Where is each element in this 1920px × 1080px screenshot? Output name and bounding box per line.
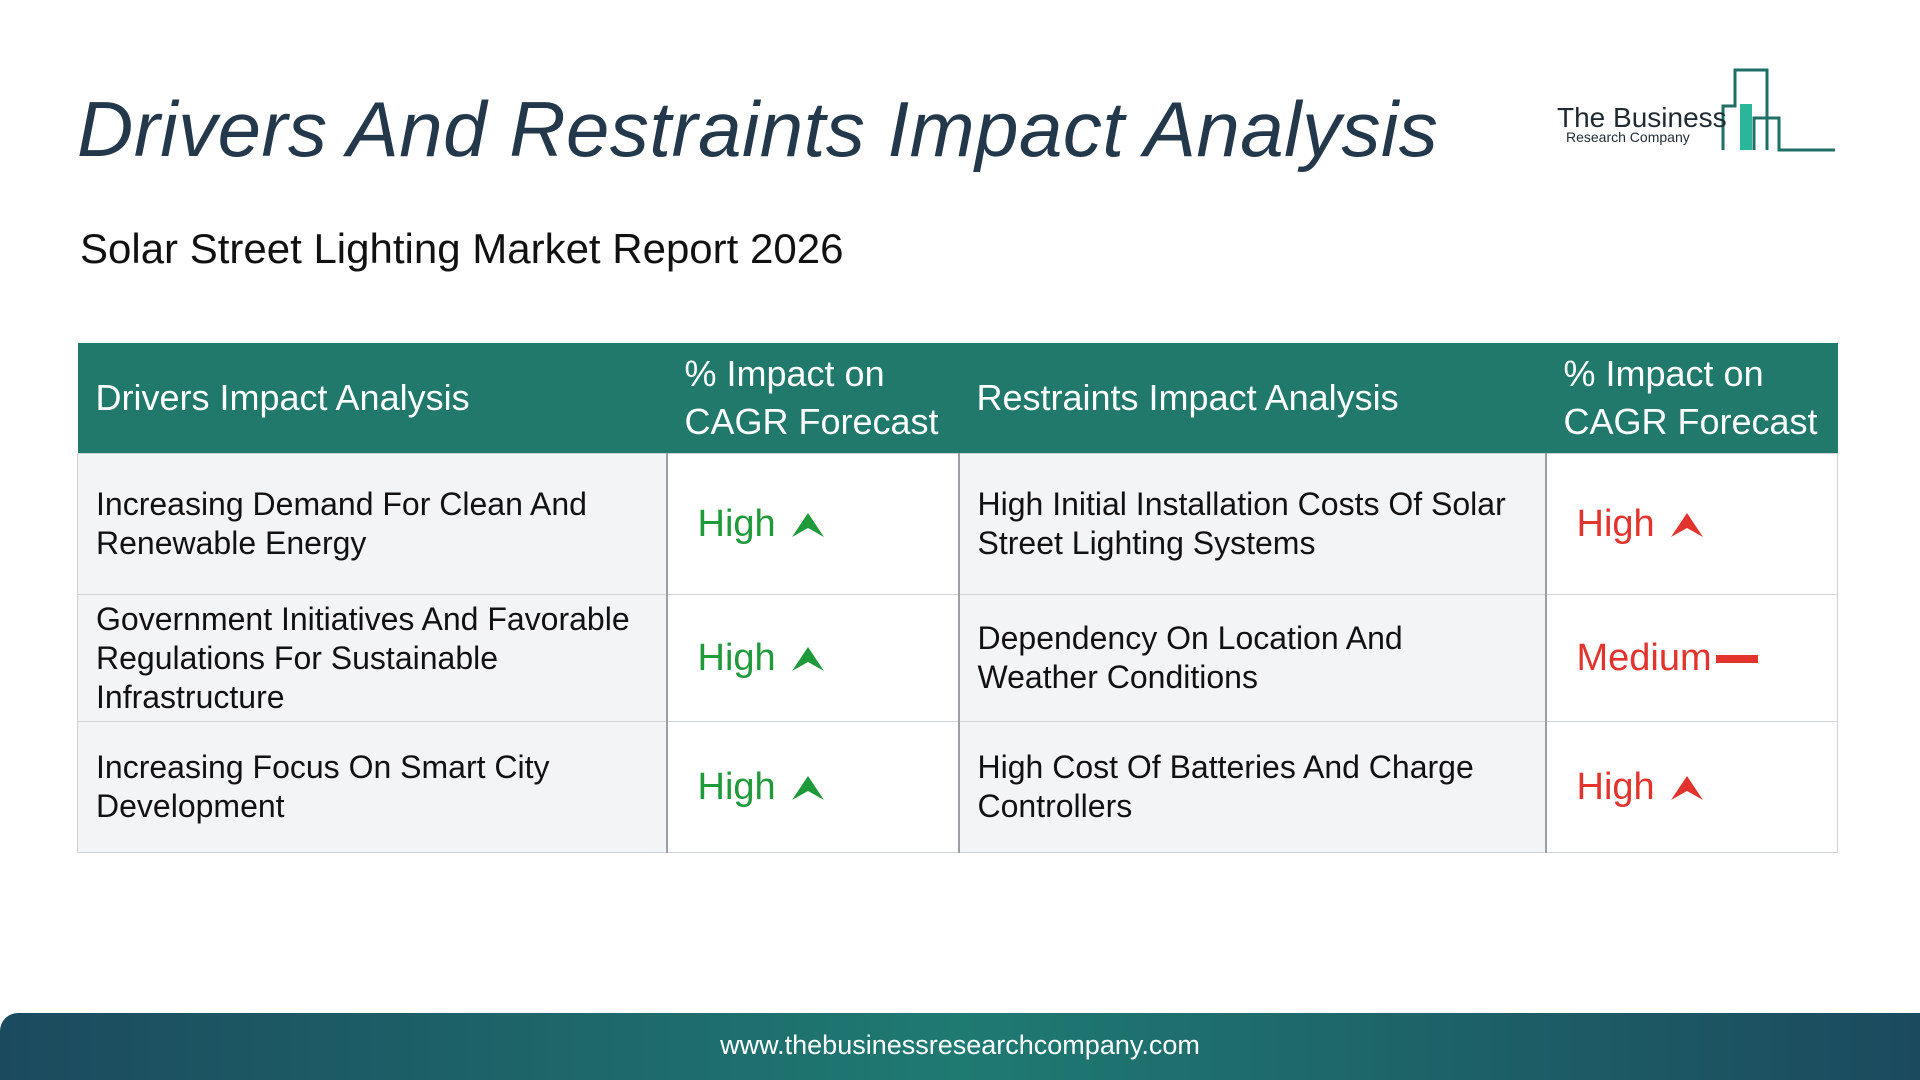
restraint-cell: High Cost Of Batteries And Charge Contro…	[957, 721, 1546, 853]
logo-tagline: Research Company	[1566, 129, 1690, 145]
restraint-impact-label: High	[1576, 503, 1655, 546]
dash-icon	[1715, 655, 1758, 664]
drivers-impact-column-header: % Impact on CAGR Forecast	[666, 343, 959, 454]
restraints-column-header: Restraints Impact Analysis	[958, 343, 1546, 454]
restraints-impact-column-header: % Impact on CAGR Forecast	[1545, 343, 1838, 454]
up-arrow-icon	[791, 513, 824, 538]
table-row: Government Initiatives And Favorable Reg…	[77, 594, 1838, 722]
table-row: Increasing Demand For Clean And Renewabl…	[77, 453, 1838, 595]
driver-impact-label: High	[697, 503, 776, 546]
restraint-impact-cell: Medium	[1544, 594, 1838, 722]
restraint-cell: Dependency On Location And Weather Condi…	[957, 594, 1546, 722]
restraint-impact-label: High	[1576, 766, 1655, 809]
company-logo: The Business Research Company	[1555, 66, 1835, 156]
driver-impact-cell: High	[665, 453, 959, 595]
restraint-impact-label: Medium	[1576, 637, 1712, 680]
driver-impact-label: High	[697, 766, 776, 809]
logo-name: The Business	[1557, 102, 1727, 133]
driver-impact-cell: High	[665, 721, 959, 853]
driver-cell: Increasing Demand For Clean And Renewabl…	[77, 453, 667, 595]
restraint-impact-cell: High	[1544, 453, 1838, 595]
website-link[interactable]: www.thebusinessresearchcompany.com	[720, 1030, 1200, 1060]
up-arrow-icon	[791, 776, 824, 801]
driver-cell: Government Initiatives And Favorable Reg…	[77, 594, 667, 722]
up-arrow-icon	[1670, 776, 1703, 801]
up-arrow-icon	[1670, 513, 1703, 538]
footer-bar: www.thebusinessresearchcompany.com	[0, 1013, 1920, 1080]
driver-impact-label: High	[697, 637, 776, 680]
impact-table: Drivers Impact Analysis % Impact on CAGR…	[77, 343, 1838, 853]
restraint-cell: High Initial Installation Costs Of Solar…	[957, 453, 1546, 595]
driver-cell: Increasing Focus On Smart City Developme…	[77, 721, 667, 853]
up-arrow-icon	[791, 647, 824, 672]
table-header-row: Drivers Impact Analysis % Impact on CAGR…	[77, 343, 1838, 454]
logo-buildings-icon	[1721, 68, 1835, 152]
restraint-impact-cell: High	[1544, 721, 1838, 853]
table-row: Increasing Focus On Smart City Developme…	[77, 721, 1838, 853]
drivers-column-header: Drivers Impact Analysis	[77, 343, 667, 454]
report-subtitle: Solar Street Lighting Market Report 2026	[80, 225, 844, 272]
page-title: Drivers And Restraints Impact Analysis	[77, 85, 1439, 173]
driver-impact-cell: High	[665, 594, 959, 722]
